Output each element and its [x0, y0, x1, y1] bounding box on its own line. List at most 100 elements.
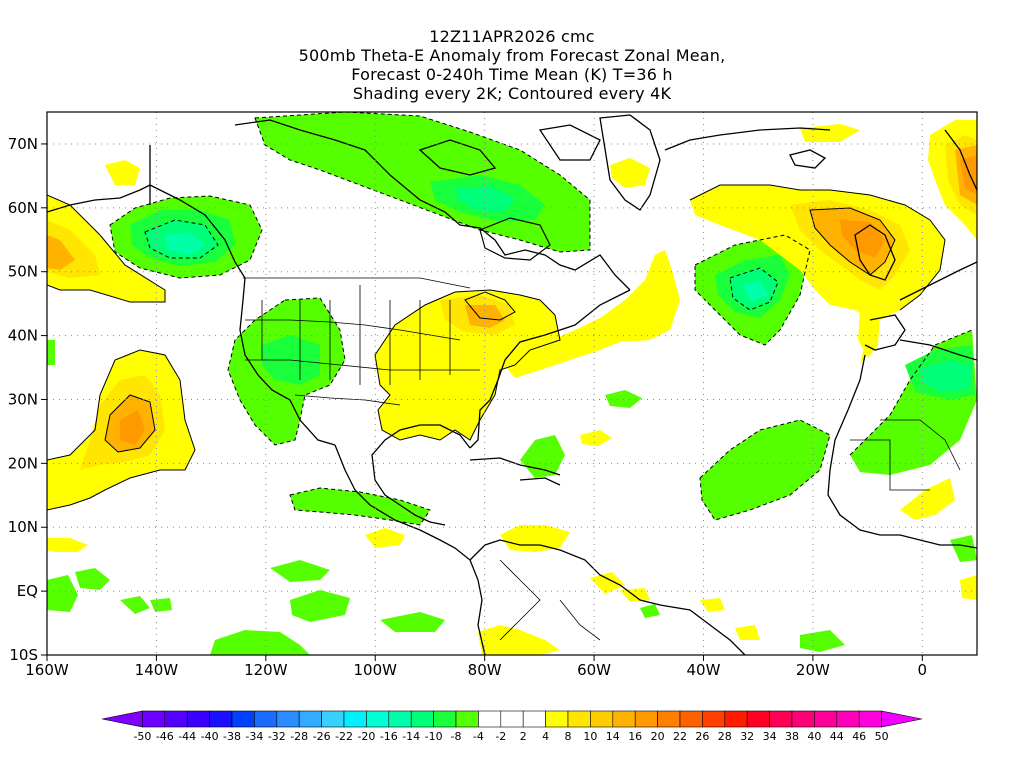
positive-anomaly-core — [120, 155, 977, 445]
negative-anomaly-core — [165, 232, 768, 302]
colorbar-label: -38 — [223, 730, 241, 743]
lat-tick-label: 60N — [8, 199, 38, 217]
colorbar-swatch — [724, 710, 748, 728]
lat-tick-label: EQ — [17, 582, 38, 600]
lat-tick-label: 20N — [8, 454, 38, 472]
colorbar-swatch — [500, 710, 524, 728]
colorbar-swatch — [164, 710, 188, 728]
colorbar-swatch — [366, 710, 390, 728]
colorbar-label: 32 — [740, 730, 754, 743]
colorbar-swatch — [881, 710, 923, 728]
colorbar-swatch — [702, 710, 726, 728]
colorbar-swatch — [478, 710, 502, 728]
lon-tick-label: 20W — [796, 661, 830, 679]
lat-tick-label: 30N — [8, 390, 38, 408]
colorbar-swatch — [858, 710, 882, 728]
colorbar-label: 38 — [785, 730, 799, 743]
lon-tick-label: 40W — [687, 661, 721, 679]
colorbar-label: -50 — [133, 730, 151, 743]
lat-tick-label: 50N — [8, 263, 38, 281]
colorbar-label: -4 — [473, 730, 484, 743]
colorbar-label: 22 — [673, 730, 687, 743]
colorbar-label: 34 — [763, 730, 777, 743]
colorbar-label: 10 — [583, 730, 597, 743]
colorbar-label: 14 — [606, 730, 620, 743]
lat-tick-label: 10S — [9, 646, 38, 664]
lon-tick-label: 0 — [918, 661, 928, 679]
colorbar-swatch — [209, 710, 233, 728]
colorbar-swatch — [433, 710, 457, 728]
colorbar-label: -16 — [380, 730, 398, 743]
title-line-4: Shading every 2K; Contoured every 4K — [352, 84, 672, 103]
lon-tick-label: 160W — [25, 661, 69, 679]
colorbar-label: 4 — [542, 730, 549, 743]
lon-tick-label: 80W — [468, 661, 502, 679]
colorbar-label: -20 — [357, 730, 375, 743]
colorbar-label: 26 — [695, 730, 709, 743]
colorbar-swatch — [101, 710, 143, 728]
lon-tick-label: 100W — [354, 661, 398, 679]
longitude-tick-labels: 160W 140W 120W 100W 80W 60W 40W 20W 0 — [25, 655, 927, 679]
title-line-2: 500mb Theta-E Anomaly from Forecast Zona… — [298, 46, 726, 65]
colorbar-swatch — [343, 710, 367, 728]
colorbar-label: -32 — [268, 730, 286, 743]
title-line-3: Forecast 0-240h Time Mean (K) T=36 h — [351, 65, 673, 84]
negative-contours — [109, 112, 973, 526]
colorbar-swatch — [522, 710, 546, 728]
colorbar-swatch — [746, 710, 770, 728]
lat-tick-label: 70N — [8, 135, 38, 153]
colorbar-label: 44 — [830, 730, 844, 743]
colorbar-label: -22 — [335, 730, 353, 743]
colorbar-swatch — [231, 710, 255, 728]
colorbar-label: 20 — [651, 730, 665, 743]
colorbar-swatch — [590, 710, 614, 728]
colorbar-swatch — [388, 710, 412, 728]
colorbar-swatch — [321, 710, 345, 728]
colorbar-label: 28 — [718, 730, 732, 743]
colorbar-swatch — [836, 710, 860, 728]
anomaly-field — [47, 112, 977, 655]
title-line-1: 12Z11APR2026 cmc — [429, 27, 595, 46]
colorbar-swatch — [142, 710, 166, 728]
colorbar-label: -44 — [178, 730, 196, 743]
colorbar-label: -10 — [425, 730, 443, 743]
colorbar-swatch — [276, 710, 300, 728]
colorbar — [101, 710, 923, 728]
political-borders — [243, 277, 961, 641]
coastlines — [47, 114, 977, 655]
colorbar-label: 2 — [520, 730, 527, 743]
colorbar-label: -14 — [402, 730, 420, 743]
colorbar-swatch — [254, 710, 278, 728]
colorbar-label: 50 — [875, 730, 889, 743]
colorbar-swatch — [657, 710, 681, 728]
colorbar-swatch — [545, 710, 569, 728]
colorbar-label: -26 — [313, 730, 331, 743]
colorbar-swatch — [679, 710, 703, 728]
colorbar-swatch — [634, 710, 658, 728]
colorbar-label: 16 — [628, 730, 642, 743]
lon-tick-label: 120W — [244, 661, 288, 679]
colorbar-label: 40 — [807, 730, 821, 743]
colorbar-swatch — [612, 710, 636, 728]
colorbar-swatch — [769, 710, 793, 728]
colorbar-swatch — [567, 710, 591, 728]
colorbar-swatch — [455, 710, 479, 728]
colorbar-swatch — [298, 710, 322, 728]
colorbar-label: -8 — [451, 730, 462, 743]
colorbar-swatch — [791, 710, 815, 728]
colorbar-swatch — [410, 710, 434, 728]
colorbar-swatch — [814, 710, 838, 728]
lat-tick-label: 40N — [8, 327, 38, 345]
colorbar-labels: -50 -46 -44 -40 -38 -34 -32 -28 -26 -22 -20 -16 -14-… — [133, 730, 888, 743]
lon-tick-label: 140W — [135, 661, 179, 679]
colorbar-label: -34 — [245, 730, 263, 743]
colorbar-label: -40 — [201, 730, 219, 743]
colorbar-label: -46 — [156, 730, 174, 743]
latitude-tick-labels: 70N 60N 50N 40N 30N 20N 10N EQ 10S — [8, 135, 47, 664]
hudson-bay-outline — [479, 217, 551, 261]
colorbar-label: 46 — [852, 730, 866, 743]
lat-tick-label: 10N — [8, 518, 38, 536]
map-frame — [46, 111, 978, 656]
colorbar-label: -28 — [290, 730, 308, 743]
